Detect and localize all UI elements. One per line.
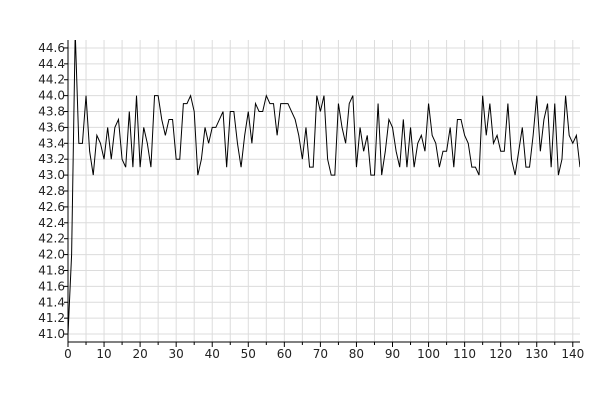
y-tick-label: 43.4 xyxy=(38,136,65,150)
y-tick-label: 43.0 xyxy=(38,168,65,182)
x-tick-label: 140 xyxy=(561,347,584,361)
y-tick-label: 44.6 xyxy=(38,41,65,55)
y-tick-label: 41.4 xyxy=(38,295,65,309)
y-tick-label: 41.2 xyxy=(38,311,65,325)
y-tick-label: 42.2 xyxy=(38,232,65,246)
y-tick-label: 42.0 xyxy=(38,248,65,262)
y-tick-label: 44.4 xyxy=(38,57,65,71)
y-tick-label: 44.0 xyxy=(38,89,65,103)
y-tick-label: 41.6 xyxy=(38,279,65,293)
y-tick-label: 41.0 xyxy=(38,327,65,341)
x-tick-label: 0 xyxy=(64,347,72,361)
x-tick-label: 20 xyxy=(132,347,147,361)
y-tick-label: 43.8 xyxy=(38,105,65,119)
y-tick-label: 42.8 xyxy=(38,184,65,198)
x-tick-label: 10 xyxy=(96,347,111,361)
x-tick-label: 110 xyxy=(453,347,476,361)
y-tick-label: 42.4 xyxy=(38,216,65,230)
x-axis-ticks: 0 10 20 30 40 50 60 70 80 90 100 110 120 130 140 xyxy=(64,342,584,361)
y-axis-ticks: 41.0 41.2 41.4 41.6 41.842.0 42.2 42.4 42.6 42.8… xyxy=(38,41,68,341)
grid xyxy=(67,40,580,342)
series-layer xyxy=(68,40,580,335)
x-tick-label: 100 xyxy=(417,347,440,361)
x-tick-label: 70 xyxy=(313,347,328,361)
x-tick-label: 50 xyxy=(241,347,256,361)
series-line xyxy=(68,40,580,335)
x-tick-label: 40 xyxy=(205,347,220,361)
x-tick-label: 30 xyxy=(169,347,184,361)
x-tick-label: 130 xyxy=(525,347,548,361)
x-tick-label: 60 xyxy=(277,347,292,361)
x-tick-label: 90 xyxy=(385,347,400,361)
y-tick-label: 44.2 xyxy=(38,73,65,87)
y-tick-label: 43.2 xyxy=(38,152,65,166)
y-tick-label: 43.6 xyxy=(38,120,65,134)
x-tick-label: 80 xyxy=(349,347,364,361)
y-tick-label: 42.6 xyxy=(38,200,65,214)
x-tick-label: 120 xyxy=(489,347,512,361)
y-tick-label: 41.8 xyxy=(38,263,65,277)
